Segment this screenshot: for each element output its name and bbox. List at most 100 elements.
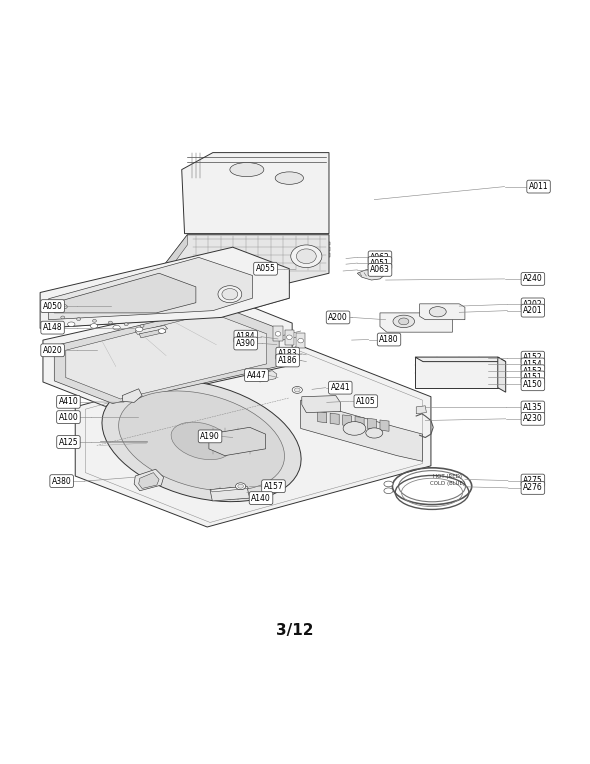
Ellipse shape (124, 323, 128, 325)
Ellipse shape (430, 306, 446, 317)
Ellipse shape (399, 318, 409, 325)
Text: A275: A275 (523, 476, 543, 485)
Polygon shape (43, 298, 292, 406)
Ellipse shape (292, 387, 302, 393)
Ellipse shape (230, 163, 264, 176)
Polygon shape (210, 486, 248, 492)
Ellipse shape (366, 428, 383, 438)
Ellipse shape (119, 391, 284, 490)
Polygon shape (65, 313, 267, 399)
Text: A240: A240 (523, 274, 543, 283)
Ellipse shape (238, 484, 244, 488)
Text: A105: A105 (356, 397, 376, 406)
Polygon shape (324, 241, 330, 245)
Polygon shape (358, 269, 386, 280)
Ellipse shape (298, 338, 303, 343)
Text: A020: A020 (42, 346, 63, 354)
Polygon shape (415, 357, 498, 387)
Polygon shape (415, 357, 506, 361)
Polygon shape (416, 406, 427, 414)
Polygon shape (40, 248, 289, 329)
Polygon shape (330, 413, 339, 425)
Ellipse shape (294, 388, 300, 392)
Text: A153: A153 (523, 367, 543, 376)
Polygon shape (209, 427, 266, 455)
Polygon shape (139, 329, 166, 338)
Text: A154: A154 (523, 360, 543, 369)
Ellipse shape (343, 422, 366, 435)
Text: A140: A140 (251, 494, 271, 503)
Polygon shape (343, 415, 352, 426)
Polygon shape (301, 400, 422, 461)
Polygon shape (380, 313, 453, 332)
Ellipse shape (61, 305, 67, 309)
Ellipse shape (222, 289, 238, 300)
Text: A190: A190 (200, 432, 220, 441)
Polygon shape (135, 325, 168, 335)
Polygon shape (274, 326, 283, 342)
Polygon shape (54, 306, 279, 403)
Text: A380: A380 (52, 477, 71, 486)
Text: A184: A184 (236, 332, 255, 342)
Text: A183: A183 (278, 349, 297, 358)
Polygon shape (76, 346, 431, 527)
Text: A100: A100 (58, 413, 78, 422)
Polygon shape (380, 420, 389, 431)
Text: A151: A151 (523, 373, 543, 382)
Text: A152: A152 (523, 353, 543, 362)
Polygon shape (302, 396, 340, 413)
Polygon shape (257, 371, 277, 382)
Ellipse shape (275, 172, 303, 184)
Ellipse shape (90, 324, 97, 329)
Ellipse shape (158, 329, 166, 333)
Polygon shape (150, 235, 188, 291)
Ellipse shape (384, 488, 393, 494)
Ellipse shape (291, 245, 322, 267)
Text: A055: A055 (255, 264, 276, 274)
Text: A062: A062 (370, 253, 390, 262)
Text: A230: A230 (523, 414, 543, 423)
Ellipse shape (61, 316, 65, 319)
Text: A410: A410 (58, 397, 78, 406)
Ellipse shape (93, 319, 97, 322)
Ellipse shape (235, 483, 245, 490)
Polygon shape (54, 274, 196, 313)
Text: A390: A390 (236, 339, 255, 348)
Polygon shape (122, 389, 142, 403)
Text: 3/12: 3/12 (276, 623, 314, 638)
Text: A148: A148 (42, 323, 63, 332)
Text: A276: A276 (523, 484, 543, 493)
Polygon shape (296, 333, 305, 348)
Polygon shape (324, 253, 330, 257)
Ellipse shape (140, 325, 144, 327)
Ellipse shape (68, 322, 75, 326)
Polygon shape (368, 418, 376, 429)
Text: A011: A011 (529, 182, 548, 191)
Text: A051: A051 (370, 258, 390, 267)
Ellipse shape (109, 321, 112, 324)
Ellipse shape (287, 335, 292, 339)
Ellipse shape (275, 332, 281, 336)
Polygon shape (317, 412, 327, 422)
Ellipse shape (102, 380, 301, 502)
Text: A125: A125 (58, 438, 78, 446)
Text: A200: A200 (328, 313, 348, 322)
Ellipse shape (296, 249, 316, 264)
Text: A150: A150 (523, 380, 543, 389)
Text: A202: A202 (523, 300, 543, 309)
Polygon shape (285, 330, 294, 345)
Polygon shape (48, 257, 253, 319)
Text: A157: A157 (264, 482, 283, 490)
Text: A063: A063 (370, 265, 390, 274)
Text: A201: A201 (523, 306, 543, 315)
Text: HOT (RED): HOT (RED) (434, 474, 463, 479)
Ellipse shape (218, 286, 242, 303)
Text: COLD (BLUE): COLD (BLUE) (431, 481, 466, 487)
Ellipse shape (113, 325, 120, 330)
Text: A186: A186 (278, 356, 297, 365)
Polygon shape (182, 153, 329, 234)
Text: A447: A447 (247, 371, 267, 380)
Ellipse shape (136, 327, 143, 332)
Ellipse shape (393, 316, 415, 328)
Ellipse shape (171, 422, 232, 460)
